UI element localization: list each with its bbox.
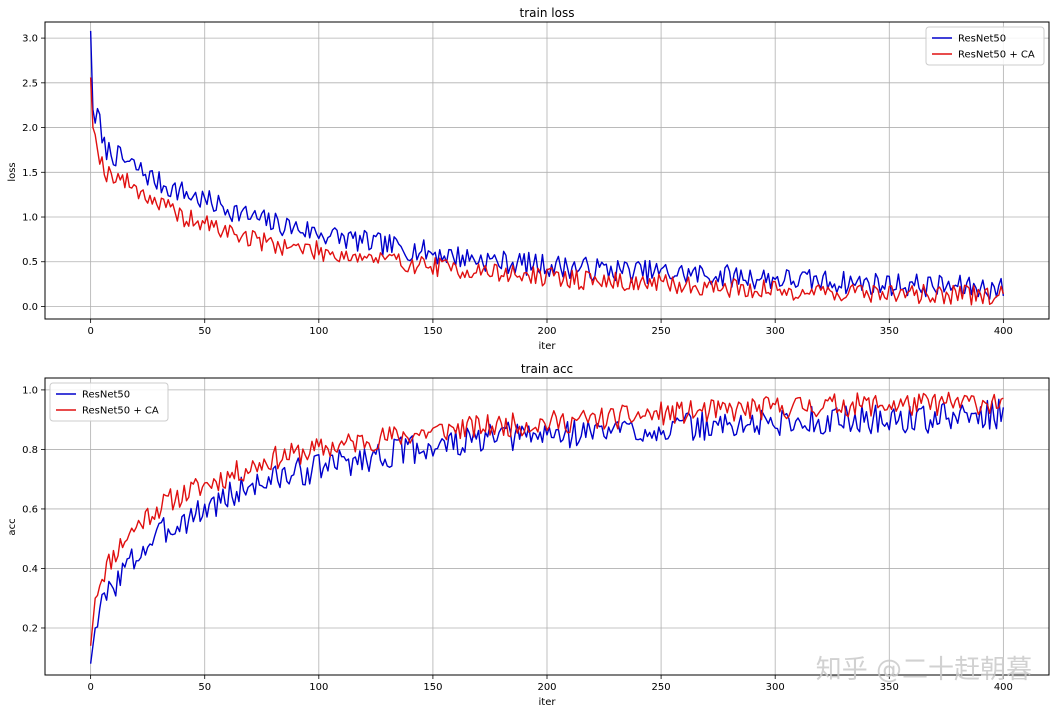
x-tick-label: 350 [880, 682, 899, 693]
loss-legend: ResNet50 ResNet50 + CA [925, 26, 1045, 66]
x-tick-label: 300 [766, 682, 785, 693]
legend-label: ResNet50 + CA [958, 50, 1035, 61]
x-tick-label: 250 [652, 326, 671, 337]
y-tick-label: 0.4 [22, 564, 38, 575]
x-tick-label: 0 [87, 326, 93, 337]
y-tick-label: 0.6 [22, 504, 38, 515]
legend-label: ResNet50 [958, 34, 1006, 45]
y-tick-label: 0.0 [22, 302, 38, 313]
x-tick-label: 200 [537, 682, 556, 693]
x-tick-label: 50 [198, 682, 211, 693]
x-tick-label: 300 [766, 326, 785, 337]
loss-ylabel: loss [7, 162, 18, 181]
x-tick-label: 250 [652, 682, 671, 693]
y-tick-label: 1.0 [22, 385, 38, 396]
x-tick-label: 350 [880, 326, 899, 337]
x-tick-label: 100 [309, 326, 328, 337]
x-tick-label: 200 [537, 326, 556, 337]
y-tick-label: 0.5 [22, 257, 38, 268]
loss-xlabel: iter [539, 341, 557, 352]
y-tick-label: 1.0 [22, 213, 38, 224]
acc-title: train acc [521, 362, 573, 376]
acc-legend: ResNet50 ResNet50 + CA [49, 382, 169, 422]
y-tick-label: 1.5 [22, 168, 38, 179]
x-tick-label: 150 [423, 326, 442, 337]
x-tick-label: 0 [87, 682, 93, 693]
loss-plot: train loss iter loss 0 50 100 150 200 250 300 3… [7, 6, 1050, 352]
x-tick-label: 50 [198, 326, 211, 337]
y-tick-label: 2.0 [22, 123, 38, 134]
y-tick-label: 2.5 [22, 78, 38, 89]
x-tick-label: 400 [994, 326, 1013, 337]
legend-box [49, 382, 169, 422]
y-tick-label: 0.2 [22, 623, 38, 634]
y-tick-label: 3.0 [22, 34, 38, 45]
series-line-resnet50-ca [89, 77, 1005, 306]
loss-title: train loss [520, 6, 575, 20]
series-line-resnet50-ca [89, 391, 1004, 646]
series-line-resnet50 [89, 398, 1005, 664]
x-tick-label: 150 [423, 682, 442, 693]
acc-plot: train acc iter acc 0 50 100 150 200 250 300 350… [7, 362, 1050, 708]
y-tick-label: 0.8 [22, 445, 38, 456]
legend-label: ResNet50 + CA [82, 406, 159, 417]
acc-ylabel: acc [7, 518, 18, 535]
x-tick-label: 100 [309, 682, 328, 693]
legend-box [925, 26, 1045, 66]
legend-label: ResNet50 [82, 390, 130, 401]
x-tick-label: 400 [994, 682, 1013, 693]
watermark: 知乎 @二十赶朝暮 [816, 655, 1032, 685]
acc-xlabel: iter [539, 697, 557, 708]
